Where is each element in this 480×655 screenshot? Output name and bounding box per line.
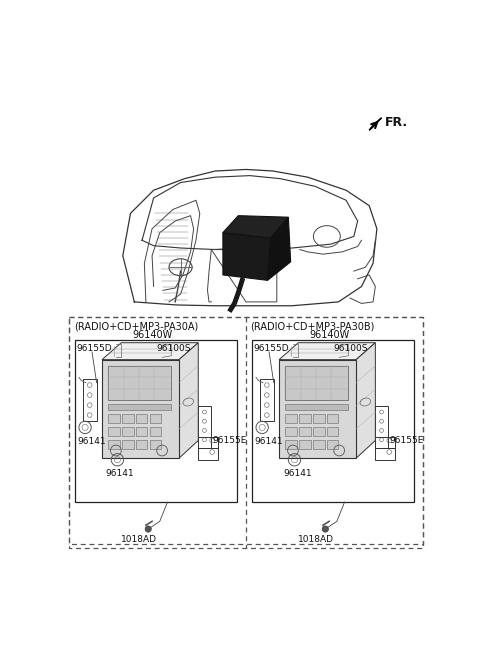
Polygon shape — [356, 343, 375, 458]
Bar — [285, 440, 297, 449]
Text: 1018AD: 1018AD — [121, 535, 157, 544]
Bar — [122, 413, 133, 422]
Text: 96140W: 96140W — [309, 330, 349, 341]
Polygon shape — [102, 343, 198, 360]
Polygon shape — [279, 343, 375, 360]
Bar — [299, 413, 311, 422]
Bar — [285, 426, 297, 436]
Bar — [108, 413, 120, 422]
Bar — [198, 448, 217, 460]
Polygon shape — [369, 118, 382, 130]
Text: 96155D: 96155D — [77, 345, 112, 353]
Bar — [327, 413, 338, 422]
Bar — [83, 379, 96, 421]
Bar — [108, 440, 120, 449]
Bar — [313, 413, 324, 422]
Bar — [75, 341, 237, 502]
Bar — [299, 426, 311, 436]
Text: (RADIO+CD+MP3-PA30B): (RADIO+CD+MP3-PA30B) — [250, 321, 374, 331]
Bar — [375, 437, 395, 448]
Text: FR.: FR. — [384, 115, 408, 128]
Circle shape — [322, 526, 328, 532]
Bar — [136, 426, 147, 436]
Bar — [313, 440, 324, 449]
Bar — [108, 403, 171, 409]
Bar — [375, 406, 388, 448]
Bar — [299, 440, 311, 449]
Text: 96155E: 96155E — [389, 436, 423, 445]
Bar — [260, 379, 274, 421]
Text: (RADIO+CD+MP3-PA30A): (RADIO+CD+MP3-PA30A) — [74, 321, 199, 331]
Text: 96100S: 96100S — [333, 345, 368, 353]
Circle shape — [145, 526, 151, 532]
Polygon shape — [102, 360, 179, 458]
Text: 96140W: 96140W — [132, 330, 173, 341]
Bar — [136, 440, 147, 449]
Text: 96141: 96141 — [77, 437, 106, 445]
Bar — [327, 426, 338, 436]
Bar — [285, 365, 348, 400]
Bar — [327, 440, 338, 449]
Bar — [136, 413, 147, 422]
Polygon shape — [179, 343, 198, 458]
Bar — [108, 426, 120, 436]
Bar — [150, 426, 161, 436]
Text: 96155D: 96155D — [254, 345, 289, 353]
Bar — [122, 426, 133, 436]
Bar — [150, 440, 161, 449]
Text: 96155E: 96155E — [212, 436, 247, 445]
Bar — [285, 403, 348, 409]
Text: 96141: 96141 — [283, 469, 312, 478]
Bar — [285, 413, 297, 422]
Bar — [122, 440, 133, 449]
Text: 96141: 96141 — [106, 469, 134, 478]
Bar — [198, 406, 211, 448]
Bar — [198, 437, 217, 448]
Bar — [69, 317, 423, 544]
Text: 1018AD: 1018AD — [298, 535, 334, 544]
Bar — [108, 365, 171, 400]
Polygon shape — [267, 217, 291, 280]
Polygon shape — [223, 215, 288, 238]
Bar — [313, 426, 324, 436]
Bar — [150, 413, 161, 422]
Text: 96100S: 96100S — [156, 345, 191, 353]
Bar — [69, 317, 423, 548]
Polygon shape — [223, 233, 271, 280]
Polygon shape — [279, 360, 356, 458]
Bar — [252, 341, 414, 502]
Text: 96141: 96141 — [254, 437, 283, 445]
Bar — [375, 448, 395, 460]
